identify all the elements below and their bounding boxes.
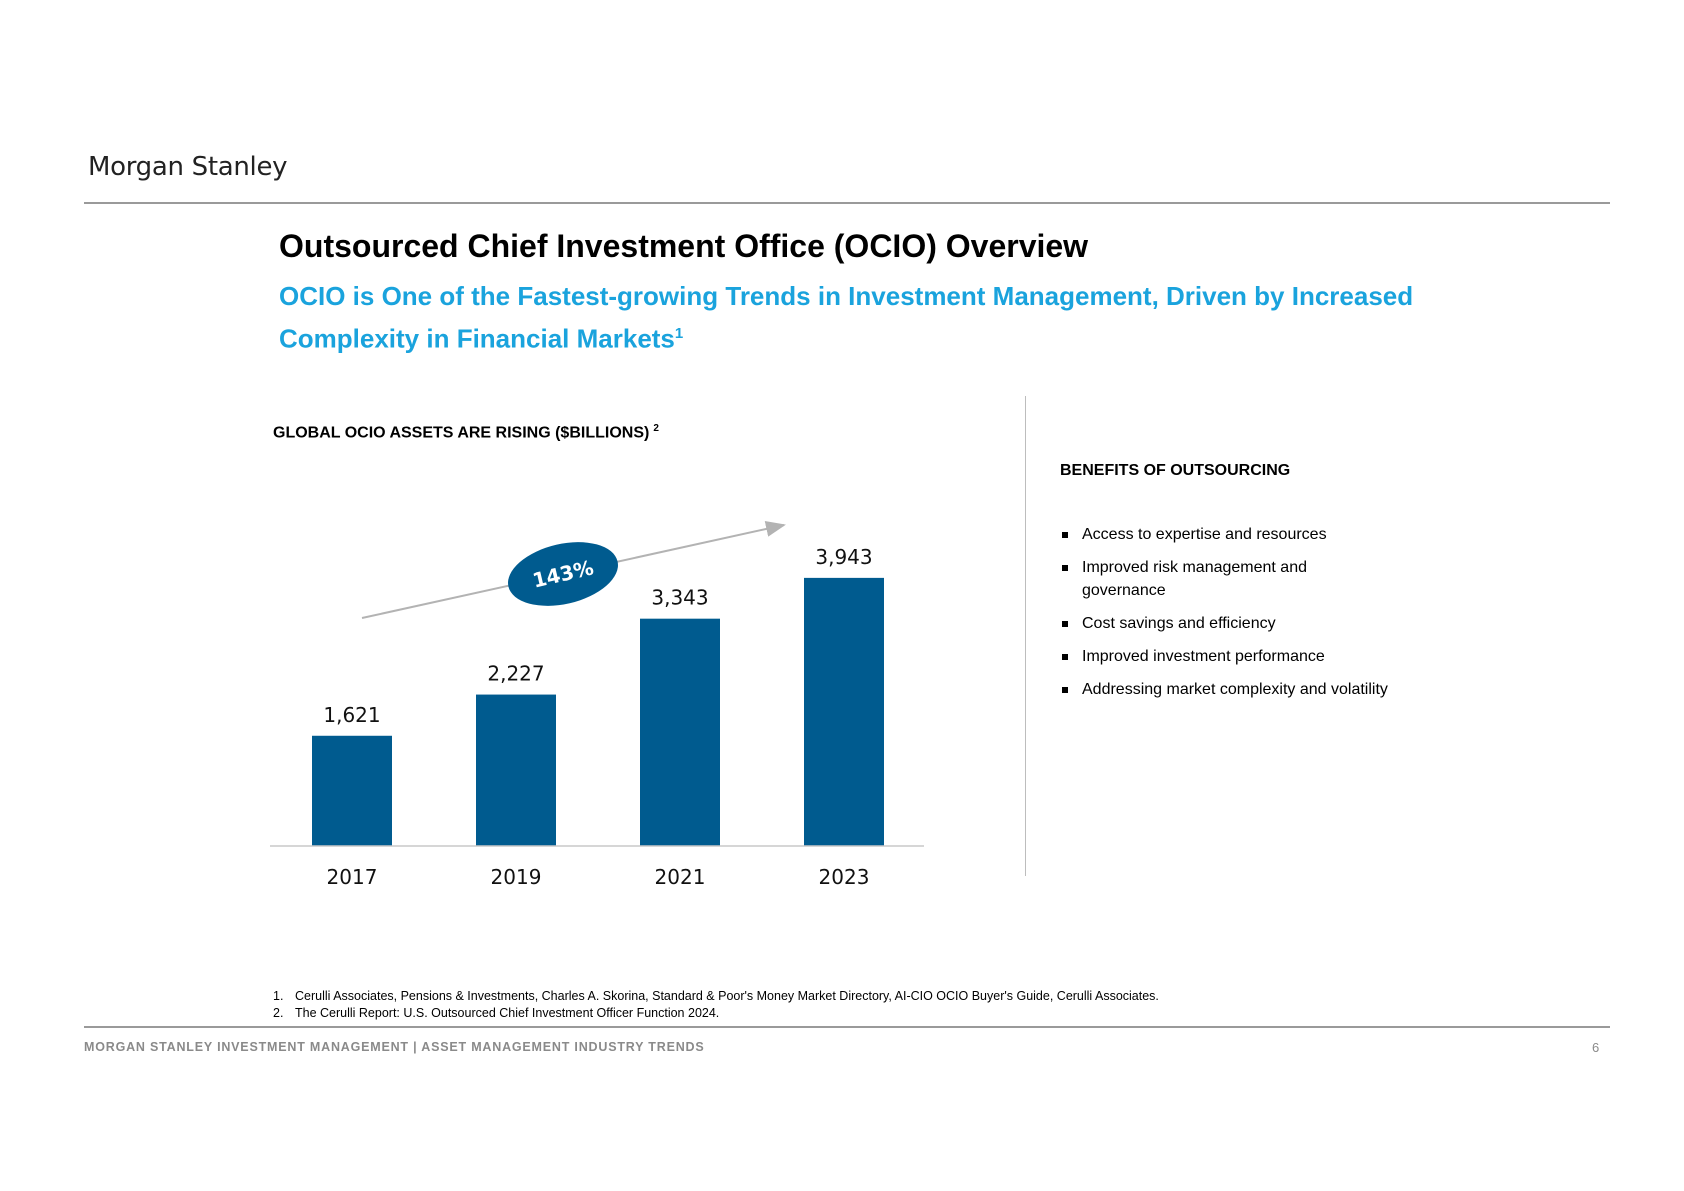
bar-2023 bbox=[804, 577, 884, 846]
footnotes: 1. Cerulli Associates, Pensions & Investm… bbox=[273, 988, 1159, 1022]
value-label-2021: 3,343 bbox=[651, 586, 708, 610]
category-labels-group: 2017 2019 2021 2023 bbox=[327, 865, 870, 889]
bullet-icon bbox=[1062, 687, 1068, 693]
benefit-text: Improved risk management and governance bbox=[1082, 559, 1307, 599]
morgan-stanley-logo: Morgan Stanley bbox=[88, 152, 288, 182]
category-label-2023: 2023 bbox=[819, 865, 870, 889]
footnote-item: 1. Cerulli Associates, Pensions & Investm… bbox=[273, 988, 1159, 1005]
benefit-text: Addressing market complexity and volatil… bbox=[1082, 681, 1388, 698]
footnote-text: The Cerulli Report: U.S. Outsourced Chie… bbox=[295, 1006, 720, 1020]
header-divider bbox=[84, 202, 1610, 204]
vertical-divider bbox=[1025, 396, 1026, 876]
bullet-icon bbox=[1062, 565, 1068, 571]
benefit-text: Cost savings and efficiency bbox=[1082, 615, 1276, 632]
benefit-item: Cost savings and efficiency bbox=[1060, 612, 1390, 635]
benefit-item: Improved investment performance bbox=[1060, 645, 1390, 668]
value-label-2019: 2,227 bbox=[487, 662, 544, 686]
category-label-2019: 2019 bbox=[491, 865, 542, 889]
category-label-2017: 2017 bbox=[327, 865, 378, 889]
benefit-item: Improved risk management and governance bbox=[1060, 556, 1390, 602]
benefits-title: BENEFITS OF OUTSOURCING bbox=[1060, 462, 1291, 479]
value-label-2017: 1,621 bbox=[323, 703, 380, 727]
footer-divider bbox=[84, 1026, 1610, 1028]
bullet-icon bbox=[1062, 621, 1068, 627]
benefit-text: Improved investment performance bbox=[1082, 648, 1325, 665]
bar-2019 bbox=[476, 694, 556, 846]
bullet-icon bbox=[1062, 532, 1068, 538]
page-number: 6 bbox=[1592, 1040, 1600, 1055]
benefits-list: Access to expertise and resources Improv… bbox=[1060, 523, 1390, 711]
bars-group bbox=[312, 577, 884, 846]
chart-title-footnote-marker: 2 bbox=[653, 423, 659, 434]
chart-title: GLOBAL OCIO ASSETS ARE RISING ($BILLIONS… bbox=[273, 423, 659, 442]
value-label-2023: 3,943 bbox=[815, 545, 872, 569]
benefit-item: Addressing market complexity and volatil… bbox=[1060, 678, 1390, 701]
subtitle-text: OCIO is One of the Fastest-growing Trend… bbox=[279, 281, 1414, 354]
footnote-text: Cerulli Associates, Pensions & Investmen… bbox=[295, 989, 1159, 1003]
subtitle-footnote-marker: 1 bbox=[674, 325, 684, 342]
bar-2017 bbox=[312, 735, 392, 846]
page-title: Outsourced Chief Investment Office (OCIO… bbox=[279, 228, 1089, 264]
chart-title-text: GLOBAL OCIO ASSETS ARE RISING ($BILLIONS… bbox=[273, 424, 650, 442]
value-labels-group: 1,621 2,227 3,343 3,943 bbox=[323, 545, 872, 727]
benefit-item: Access to expertise and resources bbox=[1060, 523, 1390, 546]
category-label-2021: 2021 bbox=[655, 865, 706, 889]
footnote-number: 1. bbox=[273, 989, 284, 1003]
growth-badge bbox=[508, 542, 618, 606]
bullet-icon bbox=[1062, 654, 1068, 660]
footnote-item: 2. The Cerulli Report: U.S. Outsourced Ch… bbox=[273, 1005, 1159, 1022]
footer-text: MORGAN STANLEY INVESTMENT MANAGEMENT | A… bbox=[84, 1040, 705, 1054]
bar-2021 bbox=[640, 618, 720, 846]
page-subtitle: OCIO is One of the Fastest-growing Trend… bbox=[279, 278, 1429, 358]
benefit-text: Access to expertise and resources bbox=[1082, 526, 1327, 543]
footnote-number: 2. bbox=[273, 1006, 284, 1020]
